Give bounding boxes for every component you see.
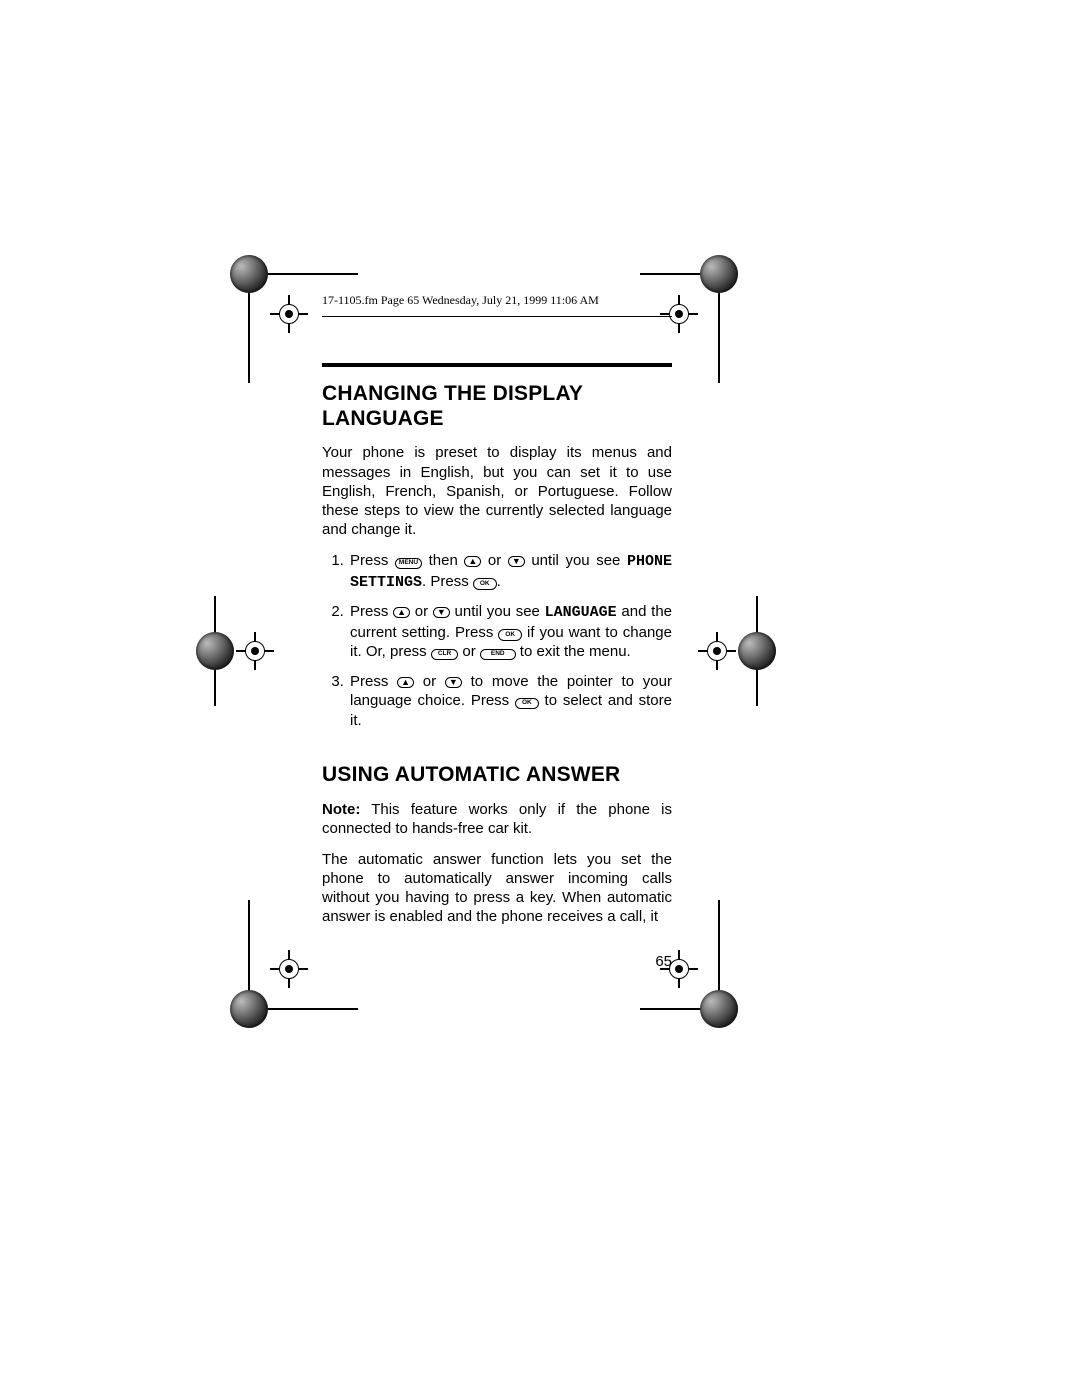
running-head: 17-1105.fm Page 65 Wednesday, July 21, 1… <box>322 293 672 308</box>
page-number: 65 <box>322 953 672 970</box>
thin-rule <box>322 316 672 317</box>
down-arrow-icon: ▼ <box>508 556 525 567</box>
up-arrow-icon: ▲ <box>464 556 481 567</box>
ok-button-icon: OK <box>498 629 522 641</box>
content-area: 17-1105.fm Page 65 Wednesday, July 21, 1… <box>322 293 672 939</box>
end-button-icon: END <box>480 649 516 661</box>
clr-button-icon: CLR <box>431 649 458 661</box>
step-1: Press MENU then ▲ or ▼ until you see PHO… <box>348 551 672 592</box>
up-arrow-icon: ▲ <box>393 607 410 618</box>
thick-rule-1 <box>322 363 672 367</box>
heading-automatic-answer: USING AUTOMATIC ANSWER <box>322 762 672 787</box>
down-arrow-icon: ▼ <box>433 607 450 618</box>
step-2: Press ▲ or ▼ until you see LANGUAGE and … <box>348 602 672 662</box>
note-paragraph: Note: This feature works only if the pho… <box>322 800 672 838</box>
ok-button-icon: OK <box>473 578 497 590</box>
intro-paragraph: Your phone is preset to display its menu… <box>322 443 672 539</box>
page: 17-1105.fm Page 65 Wednesday, July 21, 1… <box>0 0 1080 1397</box>
note-label: Note: <box>322 801 360 818</box>
steps-list: Press MENU then ▲ or ▼ until you see PHO… <box>322 551 672 730</box>
step-3: Press ▲ or ▼ to move the pointer to your… <box>348 672 672 731</box>
heading-changing-language: CHANGING THE DISPLAY LANGUAGE <box>322 381 672 431</box>
menu-button-icon: MENU <box>395 558 422 569</box>
language-label: LANGUAGE <box>545 604 617 621</box>
down-arrow-icon: ▼ <box>445 677 462 688</box>
ok-button-icon: OK <box>515 698 539 710</box>
up-arrow-icon: ▲ <box>397 677 414 688</box>
auto-answer-paragraph: The automatic answer function lets you s… <box>322 850 672 927</box>
